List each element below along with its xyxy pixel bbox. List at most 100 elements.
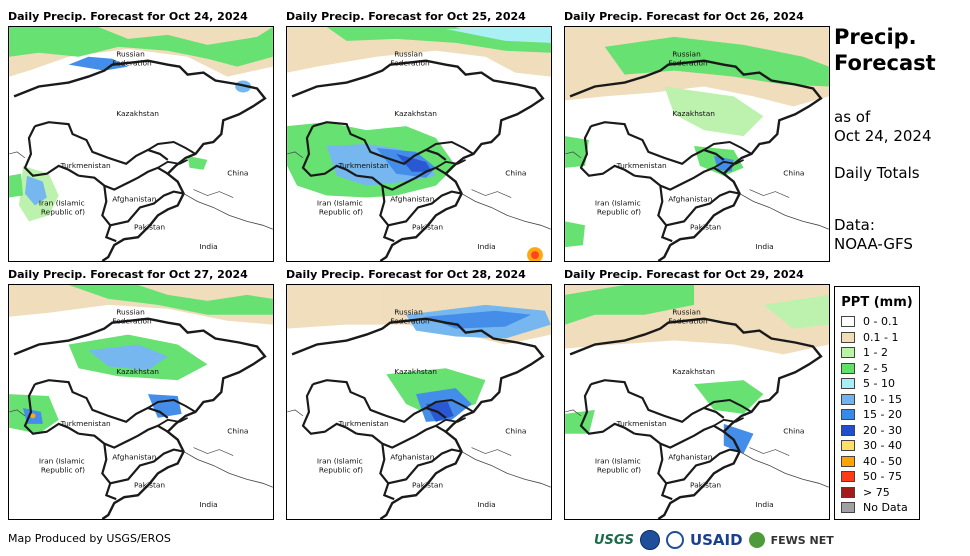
label-iran: Iran (Islamic: [317, 456, 363, 465]
label-pakistan: Pakistan: [690, 222, 721, 231]
dhs-seal-icon: [665, 531, 684, 549]
label-pakistan: Pakistan: [134, 480, 165, 489]
label-turkmenistan: Turkmenistan: [60, 419, 111, 428]
legend-swatch: [841, 347, 855, 359]
legend-item: 10 - 15: [835, 392, 919, 408]
legend-swatch: [841, 316, 855, 328]
panel-title: Daily Precip. Forecast for Oct 26, 2024: [564, 10, 804, 23]
label-federation: Federation: [390, 59, 430, 68]
label-turkmenistan: Turkmenistan: [60, 161, 111, 170]
legend-label: 2 - 5: [863, 361, 888, 375]
label-pakistan: Pakistan: [134, 222, 165, 231]
legend-swatch: [841, 455, 855, 467]
legend-swatch: [841, 486, 855, 498]
legend-item: 40 - 50: [835, 454, 919, 470]
legend-label: 0.1 - 1: [863, 330, 899, 344]
label-russia: Russian: [116, 50, 145, 59]
label-pakistan: Pakistan: [690, 480, 721, 489]
logo-strip: USGS USAID FEWS NET: [594, 528, 834, 552]
label-afghanistan: Afghanistan: [390, 453, 434, 462]
legend-item: 0 - 0.1: [835, 314, 919, 330]
legend-label: 10 - 15: [863, 392, 902, 406]
forecast-panel-oct-25: Daily Precip. Forecast for Oct 25, 2024 …: [286, 10, 552, 262]
legend-label: No Data: [863, 501, 908, 515]
label-russia: Russian: [394, 308, 423, 317]
data-source: NOAA-GFS: [834, 235, 913, 253]
legend-item: 5 - 10: [835, 376, 919, 392]
label-russia: Russian: [672, 308, 701, 317]
precip-map: Russian Federation Kazakhstan Turkmenist…: [286, 284, 552, 520]
legend-item: > 75: [835, 485, 919, 501]
precip-map: Russian Federation Kazakhstan Turkmenist…: [286, 26, 552, 262]
label-china: China: [227, 427, 248, 436]
label-china: China: [505, 169, 526, 178]
label-kazakhstan: Kazakhstan: [672, 109, 715, 118]
label-federation: Federation: [668, 59, 708, 68]
usgs-logo: USGS: [594, 532, 634, 548]
side-title: Precip. Forecast: [834, 24, 936, 76]
label-iran-2: Republic of): [597, 465, 641, 474]
label-afghanistan: Afghanistan: [390, 195, 434, 204]
legend-label: > 75: [863, 485, 890, 499]
label-iran-2: Republic of): [319, 207, 363, 216]
label-afghanistan: Afghanistan: [668, 453, 712, 462]
label-iran: Iran (Islamic: [317, 198, 363, 207]
label-turkmenistan: Turkmenistan: [338, 161, 389, 170]
legend-swatch: [841, 362, 855, 374]
label-afghanistan: Afghanistan: [112, 453, 156, 462]
as-of-date: Oct 24, 2024: [834, 127, 932, 145]
panel-title: Daily Precip. Forecast for Oct 28, 2024: [286, 268, 526, 281]
precip-map: Russian Federation Kazakhstan Turkmenist…: [8, 26, 274, 262]
label-india: India: [756, 500, 774, 509]
legend-label: 5 - 10: [863, 377, 895, 391]
forecast-panel-oct-24: Daily Precip. Forecast for Oct 24, 2024 …: [8, 10, 274, 262]
side-title-line2: Forecast: [834, 51, 936, 75]
precip-map: Russian Federation Kazakhstan Turkmenist…: [564, 284, 830, 520]
label-turkmenistan: Turkmenistan: [616, 161, 667, 170]
data-label: Data:: [834, 216, 875, 234]
label-india: India: [200, 500, 218, 509]
label-iran-2: Republic of): [597, 207, 641, 216]
legend-label: 1 - 2: [863, 346, 888, 360]
legend-swatch: [841, 393, 855, 405]
label-kazakhstan: Kazakhstan: [116, 109, 159, 118]
panel-title: Daily Precip. Forecast for Oct 25, 2024: [286, 10, 526, 23]
label-afghanistan: Afghanistan: [112, 195, 156, 204]
label-federation: Federation: [668, 317, 708, 326]
label-india: India: [478, 500, 496, 509]
label-russia: Russian: [116, 308, 145, 317]
legend-swatch: [841, 424, 855, 436]
label-india: India: [478, 242, 496, 251]
label-india: India: [200, 242, 218, 251]
label-china: China: [505, 427, 526, 436]
forecast-panel-oct-27: Daily Precip. Forecast for Oct 27, 2024 …: [8, 268, 274, 520]
legend-item: 30 - 40: [835, 438, 919, 454]
label-china: China: [783, 427, 804, 436]
label-iran: Iran (Islamic: [39, 456, 85, 465]
label-iran-2: Republic of): [319, 465, 363, 474]
label-china: China: [227, 169, 248, 178]
legend-swatch: [841, 331, 855, 343]
legend-label: 15 - 20: [863, 408, 902, 422]
legend-label: 20 - 30: [863, 423, 902, 437]
forecast-panel-oct-26: Daily Precip. Forecast for Oct 26, 2024 …: [564, 10, 830, 262]
legend-item: 20 - 30: [835, 423, 919, 439]
fews-net-icon: [748, 532, 765, 548]
legend-item: 50 - 75: [835, 469, 919, 485]
panel-title: Daily Precip. Forecast for Oct 27, 2024: [8, 268, 248, 281]
fews-net-logo: FEWS NET: [770, 533, 834, 547]
legend-swatch: [841, 471, 855, 483]
daily-totals: Daily Totals: [834, 164, 920, 182]
legend-swatch: [841, 378, 855, 390]
forecast-panel-oct-28: Daily Precip. Forecast for Oct 28, 2024 …: [286, 268, 552, 520]
label-russia: Russian: [394, 50, 423, 59]
label-turkmenistan: Turkmenistan: [616, 419, 667, 428]
legend-item: No Data: [835, 500, 919, 516]
noaa-logo-icon: [639, 530, 660, 550]
precip-map: Russian Federation Kazakhstan Turkmenist…: [564, 26, 830, 262]
legend-item: 15 - 20: [835, 407, 919, 423]
legend-item: 1 - 2: [835, 345, 919, 361]
side-title-line1: Precip.: [834, 25, 917, 49]
label-russia: Russian: [672, 50, 701, 59]
label-kazakhstan: Kazakhstan: [116, 367, 159, 376]
